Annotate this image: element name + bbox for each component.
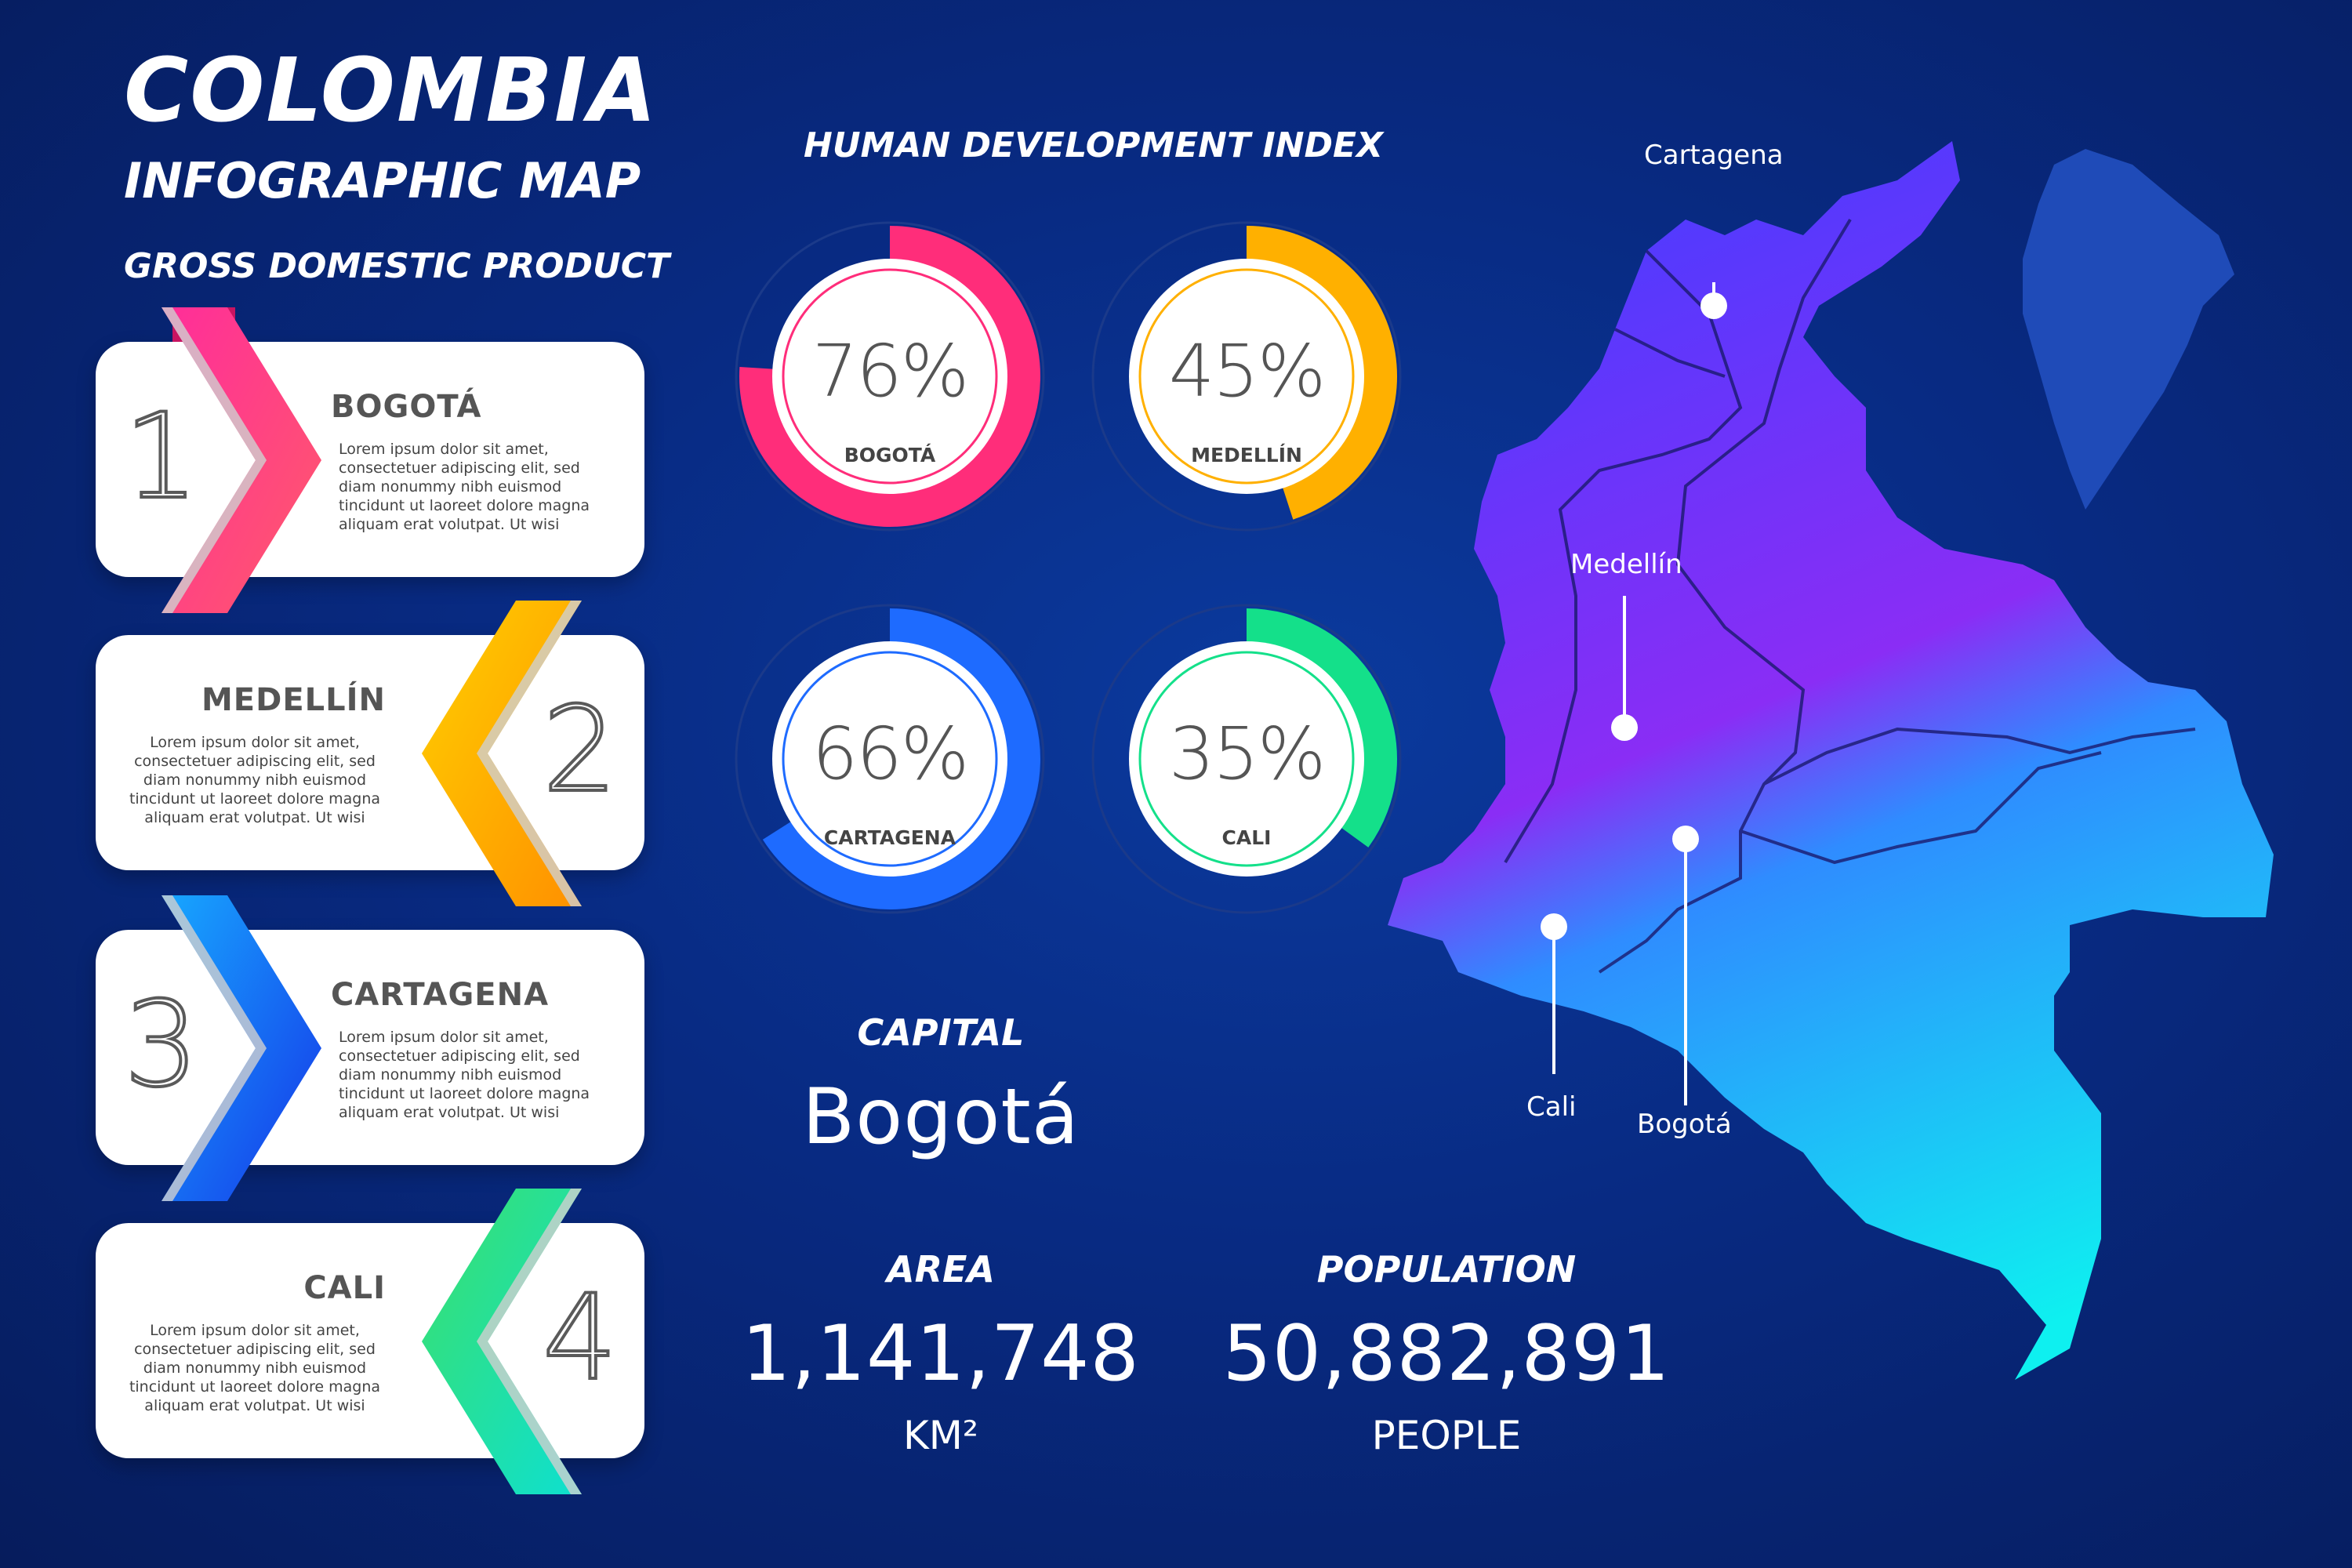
gauge-ring <box>735 604 1045 914</box>
card-number: 3 <box>122 977 200 1113</box>
map-label-cartagena: Cartagena <box>1644 140 1784 171</box>
title: COLOMBIA <box>124 40 659 142</box>
gauge-track <box>1091 604 1402 914</box>
gauge-ring <box>735 221 1045 532</box>
card-description: Lorem ipsum dolor sit amet, consectetuer… <box>129 1322 381 1414</box>
area-unit: KM² <box>903 1413 978 1458</box>
gauge-face <box>772 641 1007 877</box>
hdi-gauge-medellin: 45% MEDELLÍN <box>1082 212 1411 541</box>
area-value: 1,141,748 <box>742 1309 1140 1399</box>
population-value: 50,882,891 <box>1222 1309 1671 1399</box>
card-city-name: CALI <box>303 1270 386 1306</box>
gdp-card-bogota: 1 BOGOTÁ Lorem ipsum dolor sit amet, con… <box>96 342 644 577</box>
gauge-arc <box>1246 226 1397 520</box>
capital-label: CAPITAL <box>857 1011 1025 1054</box>
gauge-face <box>772 259 1007 494</box>
card-description: Lorem ipsum dolor sit amet, consectetuer… <box>339 441 590 533</box>
gauge-inner-ring <box>782 268 998 485</box>
map-label-medellin: Medellín <box>1570 549 1682 580</box>
card-number: 4 <box>541 1270 619 1406</box>
medellin-marker[interactable] <box>1611 714 1638 741</box>
hdi-gauge-cartagena: 66% CARTAGENA <box>725 594 1054 924</box>
chevron-ribbon-2 <box>422 601 582 906</box>
gauge-label: CALI <box>1221 826 1272 849</box>
map-label-cali: Cali <box>1526 1091 1577 1123</box>
card-number: 1 <box>122 389 200 525</box>
gauge-ring <box>1091 604 1402 914</box>
bogota-marker[interactable] <box>1672 826 1699 852</box>
gauge-value: 76% <box>811 329 969 413</box>
chevron-ribbon-1 <box>162 307 321 613</box>
hdi-gauge-cali: 35% CALI <box>1082 594 1411 924</box>
gauge-inner-ring <box>1138 268 1355 485</box>
hdi-title: HUMAN DEVELOPMENT INDEX <box>804 125 1384 165</box>
gauge-arc <box>762 608 1040 909</box>
gauge-track <box>735 604 1045 914</box>
population-unit: PEOPLE <box>1371 1413 1522 1458</box>
gauge-inner-ring <box>782 651 998 867</box>
map-label-bogota: Bogotá <box>1637 1109 1732 1140</box>
gauge-label: MEDELLÍN <box>1191 444 1302 466</box>
capital-value: Bogotá <box>802 1073 1080 1162</box>
colombia-shape <box>1388 141 2274 1380</box>
gauge-value: 35% <box>1168 712 1326 796</box>
hdi-gauge-bogota: 76% BOGOTÁ <box>725 212 1054 541</box>
gauge-label: CARTAGENA <box>823 826 956 849</box>
gdp-card-cartagena: 3 CARTAGENA Lorem ipsum dolor sit amet, … <box>96 930 644 1165</box>
gauge-track <box>735 221 1045 532</box>
section-title: GROSS DOMESTIC PRODUCT <box>124 246 670 286</box>
gdp-card-medellin: 2 MEDELLÍN Lorem ipsum dolor sit amet, c… <box>96 635 644 870</box>
gauge-arc <box>739 226 1040 527</box>
gauge-face <box>1129 641 1364 877</box>
gdp-card-cali: 4 CALI Lorem ipsum dolor sit amet, conse… <box>96 1223 644 1458</box>
card-description: Lorem ipsum dolor sit amet, consectetuer… <box>129 734 381 826</box>
gauge-value: 66% <box>811 712 969 796</box>
gauge-ring <box>1091 221 1402 532</box>
cartagena-marker[interactable] <box>1700 292 1727 319</box>
cali-marker[interactable] <box>1541 913 1567 940</box>
subtitle: INFOGRAPHIC MAP <box>124 152 641 209</box>
south-america-inset <box>2023 149 2234 510</box>
region-borders <box>1504 218 2196 974</box>
gauge-track <box>1091 221 1402 532</box>
chevron-ribbon-4 <box>422 1189 582 1494</box>
card-city-name: BOGOTÁ <box>331 389 482 425</box>
gauge-inner-ring <box>1138 651 1355 867</box>
gauge-face <box>1129 259 1364 494</box>
card-city-name: MEDELLÍN <box>201 682 386 718</box>
card-number: 2 <box>541 682 619 818</box>
gauge-value: 45% <box>1168 329 1326 413</box>
chevron-ribbon-3 <box>162 895 321 1201</box>
gauge-label: BOGOTÁ <box>844 444 936 466</box>
gauge-arc <box>1246 608 1397 848</box>
card-city-name: CARTAGENA <box>331 977 550 1013</box>
card-description: Lorem ipsum dolor sit amet, consectetuer… <box>339 1029 590 1121</box>
area-label: AREA <box>886 1248 996 1290</box>
population-label: POPULATION <box>1316 1248 1577 1290</box>
